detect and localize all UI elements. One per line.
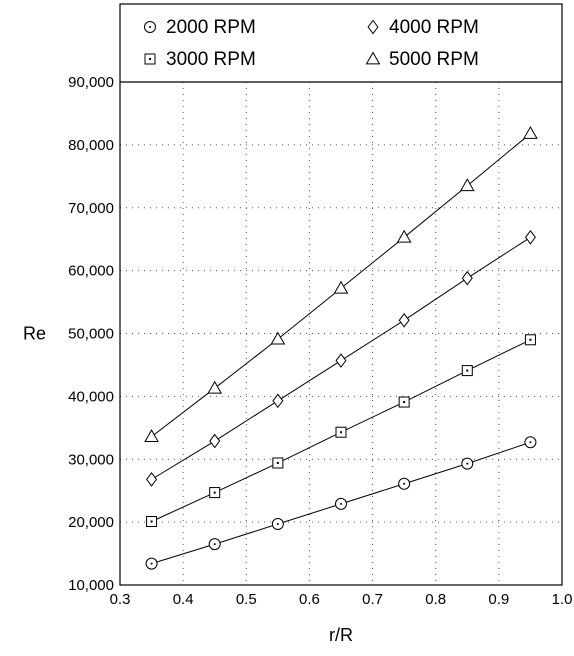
x-tick-label: 0.8 [425,591,446,608]
square-marker-dot [529,338,532,341]
y-tick-label: 30,000 [68,451,114,468]
triangle-marker [365,51,381,65]
square-marker-dot [340,431,342,434]
square-marker-dot [150,520,153,523]
y-tick-label: 80,000 [68,137,114,154]
tick-labels: 0.3 0.4 0.5 0.6 0.7 0.8 0.9 1.0 10,000 20,000 30,0… [68,74,572,608]
diamond-marker [367,19,379,35]
x-tick-label: 0.6 [299,591,320,608]
x-tick-label: 0.7 [362,591,383,608]
x-tick-label: 0.3 [110,591,131,608]
legend-label: 5000 RPM [389,49,479,70]
y-tick-label: 70,000 [68,200,114,217]
x-tick-label: 0.4 [173,591,194,608]
circle-marker-dot [149,26,151,28]
y-tick-label: 50,000 [68,326,114,343]
diamond-marker [146,472,158,487]
diamond-marker [209,433,221,449]
square-marker-dot [403,401,406,404]
diamond-marker [524,229,536,245]
triangle-marker [207,380,223,394]
circle-marker-dot [150,562,153,565]
y-tick-label: 40,000 [68,388,114,405]
y-tick-label: 60,000 [68,263,114,280]
circle-marker-dot [403,482,406,485]
circle-marker-dot [276,523,279,526]
square-marker-dot [213,491,216,494]
x-tick-label: 1.0 [552,591,573,608]
square-marker-dot [466,369,469,372]
diamond-marker [272,393,284,409]
legend-label: 4000 RPM [389,17,479,38]
y-axis-title: Re [23,324,46,344]
triangle-marker [333,280,349,294]
legend-label: 2000 RPM [166,17,256,38]
circle-marker-dot [213,543,216,546]
triangle-marker [396,229,412,243]
triangle-marker [270,331,286,345]
triangle-marker [523,126,538,139]
triangle-marker [459,178,475,192]
y-tick-label: 90,000 [68,74,114,91]
x-tick-label: 0.5 [236,591,257,608]
triangle-marker [144,429,159,442]
circle-marker-dot [340,502,342,505]
square-marker-dot [276,462,279,465]
chart-frame [119,3,563,586]
diamond-marker [461,270,473,286]
circle-marker-dot [529,441,532,444]
y-tick-label: 20,000 [68,514,114,531]
circle-marker-dot [466,462,469,465]
y-tick-label: 10,000 [68,577,114,594]
x-tick-label: 0.9 [488,591,509,608]
diamond-marker [398,312,410,328]
legend-label: 3000 RPM [166,49,256,70]
diamond-marker [335,353,347,368]
legend: 2000 RPM 3000 RPM 4000 RPM 5000 RPM [144,17,479,70]
x-axis-title: r/R [329,625,353,645]
series-layer [144,126,538,570]
square-marker-dot [149,58,151,60]
